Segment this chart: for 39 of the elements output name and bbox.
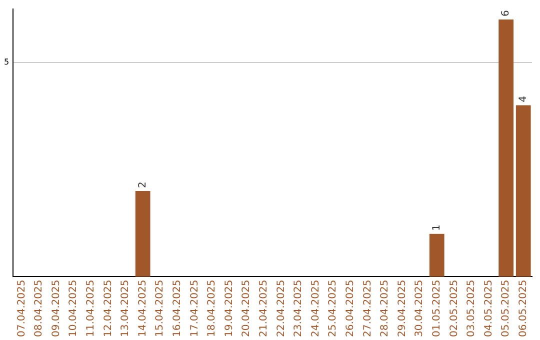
bar [498, 20, 514, 277]
x-tick-label: 27.04.2025 [362, 280, 374, 338]
bar [135, 191, 150, 277]
x-tick-label: 14.04.2025 [137, 280, 148, 338]
x-tick-label: 26.04.2025 [344, 280, 356, 338]
x-tick-label: 17.04.2025 [189, 280, 200, 338]
x-tick-label: 19.04.2025 [224, 280, 235, 338]
x-tick-label: 16.04.2025 [172, 280, 184, 338]
data-label: 1 [431, 224, 442, 231]
x-tick-label: 30.04.2025 [414, 280, 426, 338]
x-tick-label: 10.04.2025 [68, 280, 80, 338]
x-tick-label: 07.04.2025 [16, 280, 28, 338]
x-tick-label: 15.04.2025 [154, 280, 166, 338]
x-tick-label: 11.04.2025 [86, 280, 97, 338]
bar [429, 234, 444, 277]
x-tick-label: 08.04.2025 [34, 280, 45, 338]
x-tick-label: 22.04.2025 [276, 280, 287, 338]
x-tick-label: 06.05.2025 [518, 280, 529, 338]
x-tick-label: 20.04.2025 [241, 280, 252, 338]
data-label: 4 [518, 96, 529, 102]
x-tick-label: 05.05.2025 [500, 280, 512, 338]
x-tick-label: 18.04.2025 [206, 280, 218, 338]
x-tick-label: 04.05.2025 [483, 280, 494, 338]
x-tick-label: 09.04.2025 [50, 280, 62, 338]
x-tick-label: 03.05.2025 [466, 280, 478, 338]
x-tick-label: 13.04.2025 [120, 280, 132, 338]
data-label: 2 [137, 182, 148, 188]
x-tick-label: 01.05.2025 [431, 280, 442, 338]
x-tick-label: 23.04.2025 [293, 280, 304, 338]
x-tick-label: 29.04.2025 [396, 280, 408, 338]
bar [516, 105, 531, 277]
y-tick-label: 5 [4, 57, 10, 66]
x-tick-label: 21.04.2025 [258, 280, 270, 338]
x-tick-label: 24.04.2025 [310, 280, 322, 338]
data-label: 6 [500, 10, 512, 17]
x-tick-label: 28.04.2025 [380, 280, 391, 338]
x-tick-label: 02.05.2025 [448, 280, 460, 338]
x-tick-label: 25.04.2025 [328, 280, 339, 338]
x-tick-label: 12.04.2025 [102, 280, 114, 338]
